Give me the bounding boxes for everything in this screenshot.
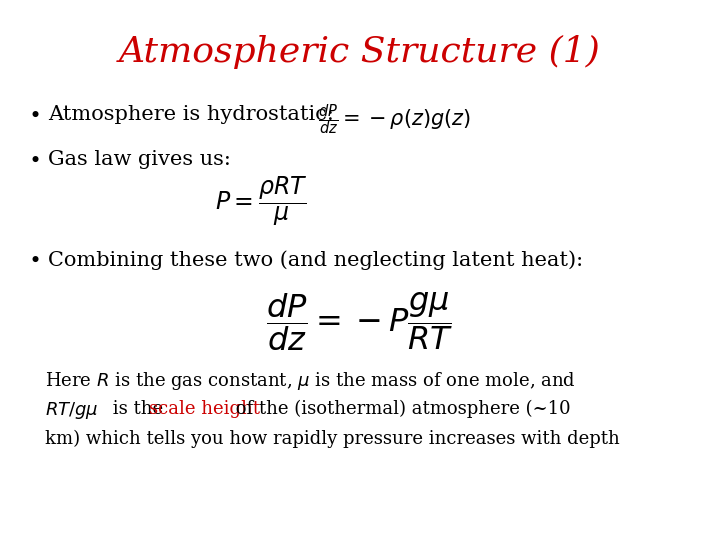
Text: $\bullet$: $\bullet$ [28, 105, 40, 124]
Text: $\bullet$: $\bullet$ [28, 250, 40, 269]
Text: Combining these two (and neglecting latent heat):: Combining these two (and neglecting late… [48, 250, 583, 269]
Text: km) which tells you how rapidly pressure increases with depth: km) which tells you how rapidly pressure… [45, 430, 620, 448]
Text: Atmosphere is hydrostatic:: Atmosphere is hydrostatic: [48, 105, 334, 124]
Text: $P = \dfrac{\rho RT}{\mu}$: $P = \dfrac{\rho RT}{\mu}$ [215, 175, 307, 228]
Text: Here $R$ is the gas constant, $\mu$ is the mass of one mole, and: Here $R$ is the gas constant, $\mu$ is t… [45, 370, 576, 392]
Text: $RT/g\mu$: $RT/g\mu$ [45, 400, 99, 421]
Text: scale height: scale height [149, 400, 260, 418]
Text: $\bullet$: $\bullet$ [28, 150, 40, 169]
Text: Gas law gives us:: Gas law gives us: [48, 150, 231, 169]
Text: Atmospheric Structure (1): Atmospheric Structure (1) [119, 35, 601, 69]
Text: $\frac{dP}{dz}=-\rho(z)g(z)$: $\frac{dP}{dz}=-\rho(z)g(z)$ [318, 102, 471, 137]
Text: is the: is the [107, 400, 169, 418]
Text: $\dfrac{dP}{dz}=-P\dfrac{g\mu}{RT}$: $\dfrac{dP}{dz}=-P\dfrac{g\mu}{RT}$ [266, 290, 454, 353]
Text: of the (isothermal) atmosphere (~10: of the (isothermal) atmosphere (~10 [230, 400, 571, 418]
